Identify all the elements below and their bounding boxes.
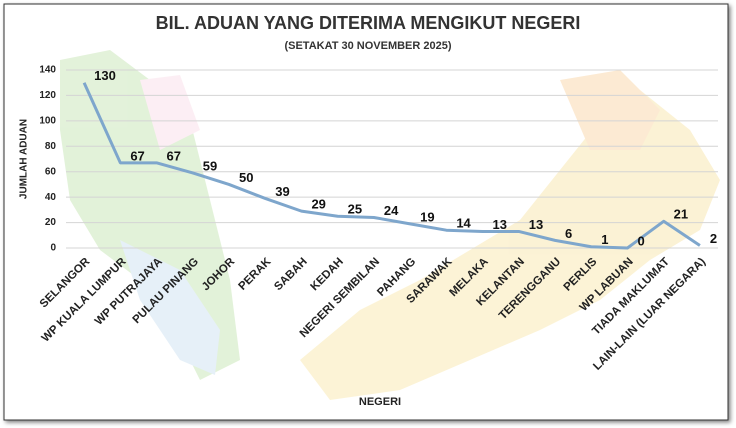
data-label: 67 <box>167 148 181 163</box>
y-tick-label: 60 <box>45 166 57 177</box>
data-label: 29 <box>311 197 325 212</box>
data-label: 130 <box>94 68 116 83</box>
data-label: 13 <box>493 217 507 232</box>
x-axis-label: NEGERI <box>359 396 401 408</box>
data-label: 21 <box>674 207 688 222</box>
data-label: 24 <box>384 203 399 218</box>
data-label: 50 <box>239 170 253 185</box>
data-label: 1 <box>601 232 608 247</box>
y-tick-label: 40 <box>45 192 57 203</box>
data-label: 39 <box>275 184 289 199</box>
y-tick-label: 120 <box>39 90 56 101</box>
y-tick-label: 140 <box>39 65 56 76</box>
data-label: 6 <box>565 226 572 241</box>
data-label: 0 <box>637 233 644 248</box>
y-axis-label: JUMLAH ADUAN <box>19 119 30 199</box>
data-label: 19 <box>420 209 434 224</box>
data-label: 2 <box>710 231 717 246</box>
data-label: 25 <box>348 202 362 217</box>
y-tick-label: 100 <box>39 115 56 126</box>
y-tick-label: 20 <box>45 217 57 228</box>
data-label: 67 <box>130 148 144 163</box>
chart-subtitle: (SETAKAT 30 NOVEMBER 2025) <box>284 40 451 52</box>
data-label: 13 <box>529 217 543 232</box>
frame <box>3 3 729 421</box>
line <box>82 82 701 250</box>
data-label: 14 <box>456 216 471 231</box>
y-tick-label: 0 <box>50 243 56 254</box>
y-tick-label: 80 <box>45 141 57 152</box>
data-label: 59 <box>203 158 217 173</box>
chart-title: BIL. ADUAN YANG DITERIMA MENGIKUT NEGERI <box>156 13 581 33</box>
